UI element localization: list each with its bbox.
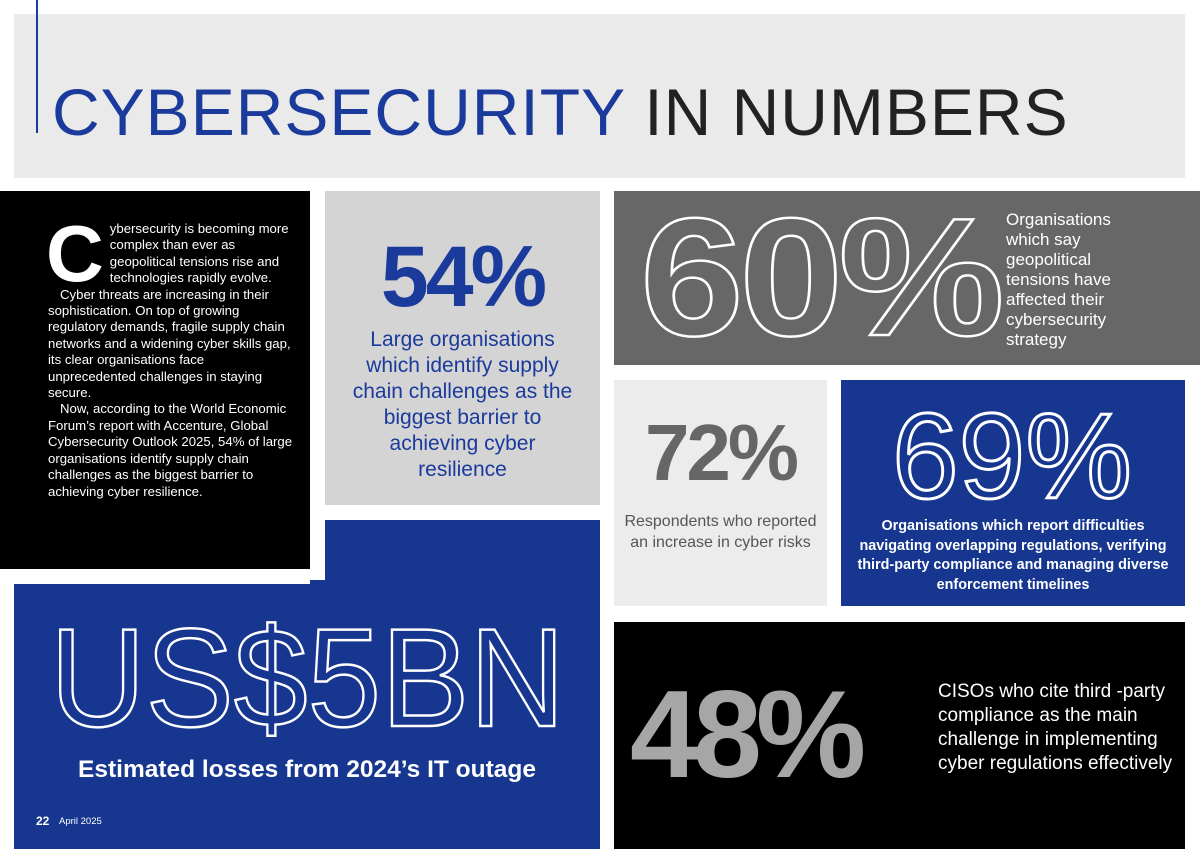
- stat-card-geopolitical: [614, 191, 1200, 365]
- issue-date: April 2025: [59, 816, 102, 827]
- stat-value-cisos: 48%: [630, 666, 866, 804]
- stat-value-regulations-text: 69%: [892, 396, 1132, 506]
- stat-label-cyber-risk: Respondents who reported an increase in …: [624, 513, 817, 551]
- page-title-part2: IN NUMBERS: [644, 75, 1069, 149]
- intro-paragraph-1-text: ybersecurity is becoming more complex th…: [109, 221, 289, 286]
- page-title: CYBERSECURITY IN NUMBERS: [52, 72, 1069, 152]
- panel-gap: [310, 520, 325, 580]
- page-title-part1: CYBERSECURITY: [52, 75, 625, 149]
- stat-value-geopolitical-text: 60%: [640, 190, 1000, 350]
- title-banner: [14, 14, 1185, 178]
- stat-value-regulations: 69%: [892, 396, 1134, 506]
- stat-value-supply-chain: 54%: [380, 229, 547, 325]
- stat-card-cyber-risk: [614, 380, 827, 606]
- stat-label-losses: Estimated losses from 2024’s IT outage: [78, 756, 536, 783]
- stat-label-cisos: CISOs who cite third -party compliance a…: [938, 681, 1173, 774]
- stat-value-geopolitical: 60%: [640, 190, 1005, 350]
- stat-label-regulations: Organisations which report difficulties …: [857, 518, 1169, 593]
- stat-label-supply-chain: Large organisations which identify suppl…: [352, 328, 573, 481]
- stat-card-cisos: [614, 622, 1185, 849]
- intro-paragraph-2: Cyber threats are increasing in their so…: [48, 286, 291, 401]
- stat-card-supply-chain: [325, 191, 600, 505]
- stat-card-regulations: [841, 380, 1185, 606]
- drop-cap: C: [46, 209, 104, 298]
- stat-value-cyber-risk: 72%: [644, 408, 799, 497]
- panel-gap: [14, 569, 310, 584]
- stat-label-geopolitical: Organisations which say geopolitical ten…: [1006, 210, 1111, 349]
- intro-paragraph-3: Now, according to the World Economic For…: [48, 401, 293, 499]
- intro-panel-overlay: [0, 191, 310, 569]
- page-number: 22: [36, 814, 50, 828]
- stat-value-losses-text: US$5BN: [50, 608, 565, 738]
- stat-value-losses: US$5BN: [50, 608, 566, 738]
- title-rule: [36, 0, 38, 133]
